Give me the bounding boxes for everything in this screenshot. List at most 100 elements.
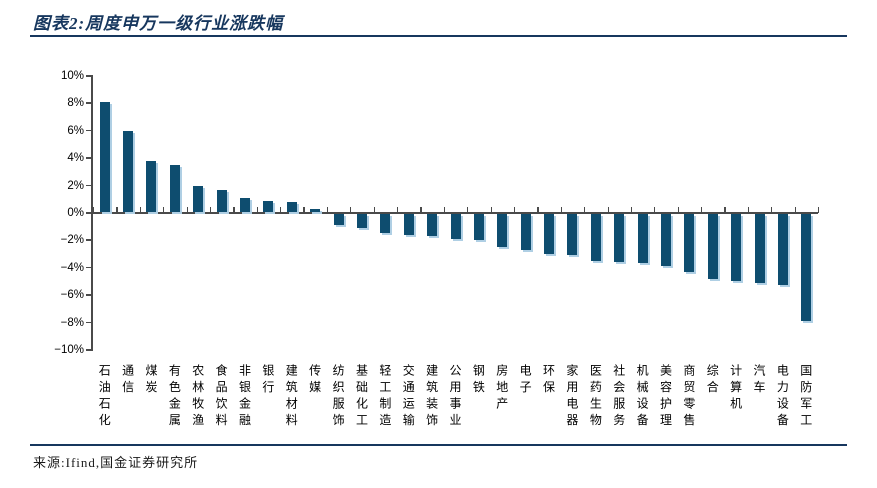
y-tick xyxy=(86,266,92,269)
bar xyxy=(356,214,367,228)
x-tick xyxy=(373,207,375,213)
x-tick xyxy=(186,207,188,213)
x-tick xyxy=(677,207,679,213)
x-tick xyxy=(771,207,773,213)
y-tick xyxy=(86,129,92,132)
figure-label: 图表2: xyxy=(33,14,86,33)
category-label: 综合 xyxy=(705,364,720,397)
category-label: 有色金属 xyxy=(167,364,182,430)
y-tick xyxy=(86,349,92,351)
bar xyxy=(707,214,718,280)
bar xyxy=(310,208,321,212)
y-tick xyxy=(86,294,92,296)
bar xyxy=(450,214,461,239)
category-label: 社会服务 xyxy=(611,364,626,430)
x-tick xyxy=(467,207,469,213)
category-label: 钢铁 xyxy=(471,364,486,397)
bar xyxy=(614,214,625,262)
category-label: 建筑装饰 xyxy=(424,364,439,430)
bar xyxy=(123,131,134,212)
bar xyxy=(403,214,414,235)
category-label: 家用电器 xyxy=(564,364,579,430)
y-tick xyxy=(86,321,92,324)
category-label: 石油石化 xyxy=(97,364,112,430)
y-tick-label: −8% xyxy=(60,316,84,329)
category-label: 交通运输 xyxy=(401,364,416,430)
y-tick xyxy=(86,212,92,214)
y-tick-label: 0% xyxy=(67,207,84,219)
bar xyxy=(473,214,484,241)
x-tick xyxy=(443,207,445,213)
bar xyxy=(801,214,812,321)
category-label: 电力设备 xyxy=(775,364,790,430)
x-tick xyxy=(560,207,562,213)
category-label: 美容护理 xyxy=(658,364,673,430)
bar xyxy=(99,102,110,212)
bar xyxy=(590,214,601,261)
category-label: 银行 xyxy=(260,364,275,397)
y-tick-label: −10% xyxy=(54,344,84,356)
category-label: 医药生物 xyxy=(588,364,603,430)
x-tick xyxy=(537,207,539,213)
category-label: 非银金融 xyxy=(237,364,252,430)
x-tick xyxy=(303,207,305,213)
y-tick xyxy=(86,75,92,77)
y-tick-label: −6% xyxy=(60,289,84,302)
y-tick-label: −2% xyxy=(60,234,84,247)
category-label: 计算机 xyxy=(728,364,743,414)
figure-title-text: 周度申万一级行业涨跌幅 xyxy=(85,14,284,33)
category-label: 国防军工 xyxy=(798,364,813,430)
y-tick xyxy=(86,102,92,104)
bar xyxy=(567,214,578,256)
x-tick xyxy=(584,207,586,213)
x-tick xyxy=(490,207,492,213)
y-tick xyxy=(86,157,92,159)
footer-divider xyxy=(30,444,847,446)
bar xyxy=(193,185,204,212)
x-tick xyxy=(794,207,796,213)
category-label: 建筑材料 xyxy=(284,364,299,430)
x-tick xyxy=(513,207,516,213)
x-tick xyxy=(420,207,422,213)
bar xyxy=(754,214,765,284)
bar xyxy=(380,214,391,234)
bar xyxy=(263,201,274,212)
y-tick-label: 2% xyxy=(67,179,84,192)
x-tick xyxy=(701,207,703,213)
category-label: 商贸零售 xyxy=(681,364,696,430)
bar xyxy=(731,214,742,282)
x-tick xyxy=(397,207,399,213)
x-tick xyxy=(607,207,609,213)
bar xyxy=(427,214,438,236)
category-label: 电子 xyxy=(518,364,533,397)
x-tick xyxy=(326,207,329,213)
x-tick xyxy=(350,207,352,213)
y-tick-label: 8% xyxy=(67,97,84,110)
x-tick xyxy=(654,207,656,213)
category-label: 食品饮料 xyxy=(214,364,229,430)
bar xyxy=(660,214,671,267)
category-label: 煤炭 xyxy=(143,364,158,397)
x-tick xyxy=(139,207,141,213)
y-tick xyxy=(86,184,92,187)
bar xyxy=(169,165,180,212)
category-label: 机械设备 xyxy=(635,364,650,430)
category-label: 通信 xyxy=(120,364,135,397)
bar xyxy=(497,214,508,247)
x-tick xyxy=(233,207,235,213)
category-label: 纺织服饰 xyxy=(331,364,346,430)
y-tick-label: 4% xyxy=(67,152,84,165)
x-tick xyxy=(747,207,750,213)
bar xyxy=(333,214,344,225)
category-label: 房地产 xyxy=(494,364,509,414)
y-axis-line xyxy=(91,75,93,351)
category-label: 公用事业 xyxy=(448,364,462,430)
x-tick xyxy=(93,207,95,213)
category-label: 基础化工 xyxy=(354,364,369,430)
source-text: 来源:Ifind,国金证券研究所 xyxy=(33,455,199,470)
bar xyxy=(777,214,788,286)
x-tick xyxy=(630,207,633,213)
x-tick xyxy=(256,207,258,213)
x-tick xyxy=(818,207,820,213)
